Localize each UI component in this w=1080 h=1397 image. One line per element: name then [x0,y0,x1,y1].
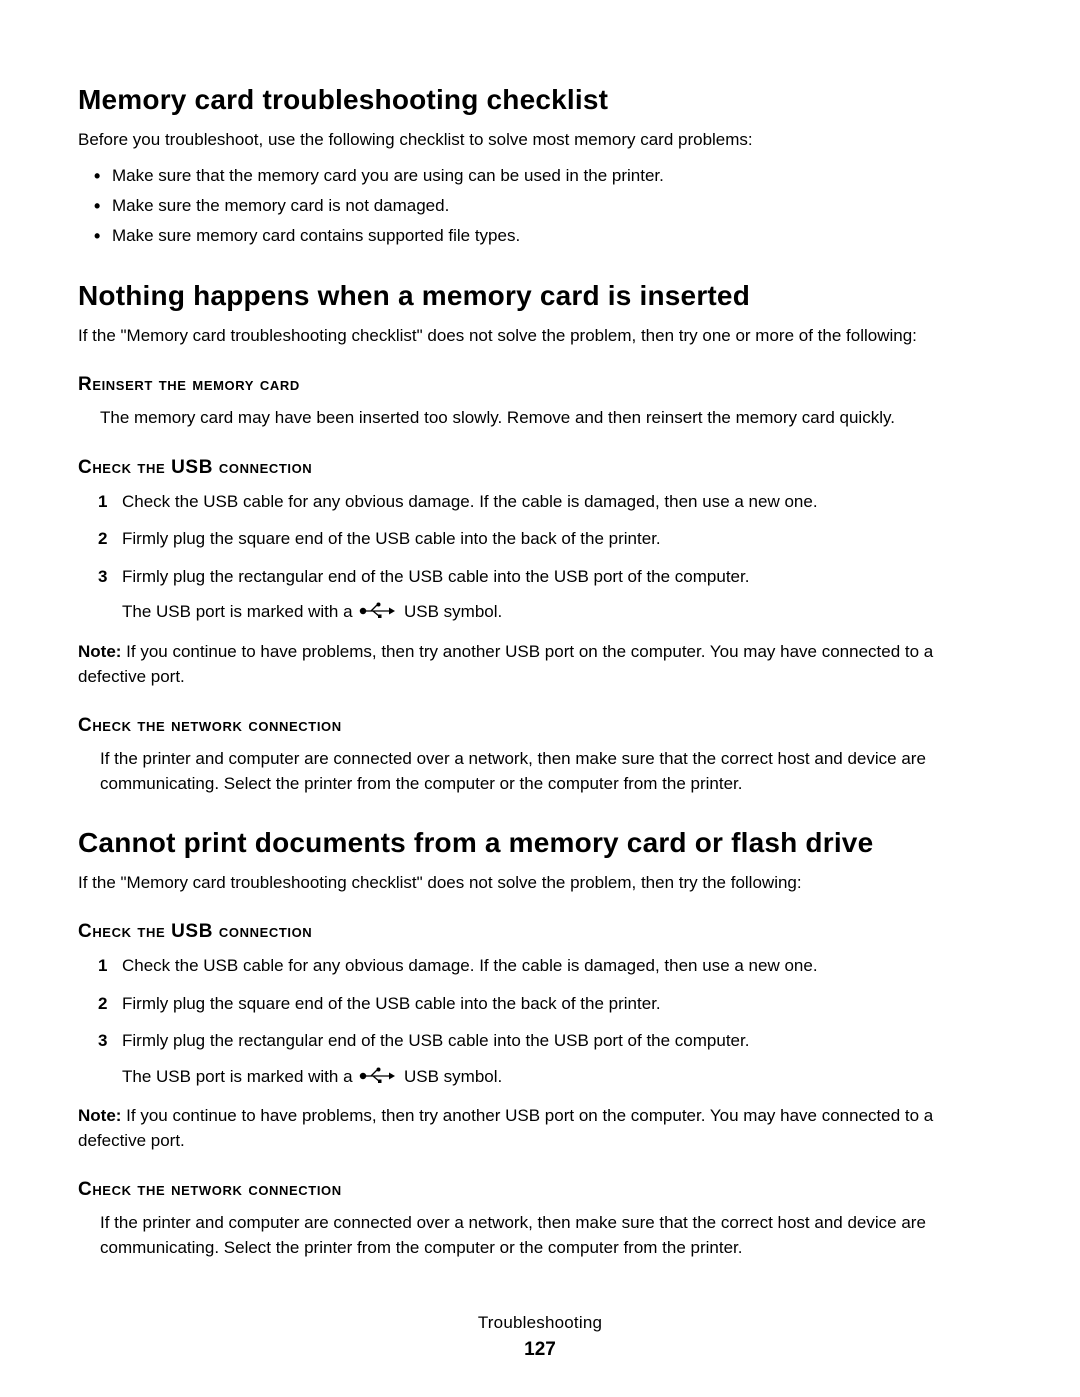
list-item: Make sure memory card contains supported… [112,223,1002,249]
reinsert-text: The memory card may have been inserted t… [78,406,1002,431]
heading-cannot-print: Cannot print documents from a memory car… [78,827,1002,859]
checklist-intro: Before you troubleshoot, use the followi… [78,128,1002,153]
list-item: Firmly plug the square end of the USB ca… [122,526,1002,552]
checklist-bullets: Make sure that the memory card you are u… [78,163,1002,250]
footer-chapter: Troubleshooting [0,1313,1080,1333]
note-label: Note: [78,642,126,661]
usb-symbol-post: USB symbol. [399,602,502,621]
usb-note-2: Note: If you continue to have problems, … [78,1104,1002,1153]
list-item: Firmly plug the rectangular end of the U… [122,564,1002,628]
subheading-check-usb: Check the USB connection [78,457,1002,479]
list-item: Firmly plug the rectangular end of the U… [122,1028,1002,1092]
subheading-reinsert: Reinsert the memory card [78,374,1002,396]
list-item: Make sure that the memory card you are u… [112,163,1002,189]
list-item: Make sure the memory card is not damaged… [112,193,1002,219]
usb-symbol-pre: The USB port is marked with a [122,602,357,621]
note-text: If you continue to have problems, then t… [78,1106,933,1150]
heading-checklist: Memory card troubleshooting checklist [78,84,1002,116]
network-text: If the printer and computer are connecte… [78,747,1002,796]
usb-icon [359,602,395,628]
usb-symbol-pre: The USB port is marked with a [122,1067,357,1086]
usb-steps-list: Check the USB cable for any obvious dama… [78,489,1002,628]
note-label: Note: [78,1106,126,1125]
cannot-intro: If the "Memory card troubleshooting chec… [78,871,1002,896]
footer-page-number: 127 [0,1339,1080,1361]
list-item: Check the USB cable for any obvious dama… [122,489,1002,515]
usb-icon [359,1067,395,1093]
page-footer: Troubleshooting 127 [0,1313,1080,1361]
step-subtext: The USB port is marked with a USB symbol… [122,599,1002,628]
subheading-check-network: Check the network connection [78,715,1002,737]
nothing-intro: If the "Memory card troubleshooting chec… [78,324,1002,349]
subheading-check-usb-2: Check the USB connection [78,921,1002,943]
list-item: Firmly plug the square end of the USB ca… [122,991,1002,1017]
usb-steps-list-2: Check the USB cable for any obvious dama… [78,953,1002,1092]
network-text-2: If the printer and computer are connecte… [78,1211,1002,1260]
note-text: If you continue to have problems, then t… [78,642,933,686]
heading-nothing-happens: Nothing happens when a memory card is in… [78,280,1002,312]
usb-note: Note: If you continue to have problems, … [78,640,1002,689]
document-page: Memory card troubleshooting checklist Be… [0,0,1080,1397]
step-text: Firmly plug the rectangular end of the U… [122,567,749,586]
step-text: Firmly plug the rectangular end of the U… [122,1031,749,1050]
usb-symbol-post: USB symbol. [399,1067,502,1086]
subheading-check-network-2: Check the network connection [78,1179,1002,1201]
step-subtext: The USB port is marked with a USB symbol… [122,1064,1002,1093]
list-item: Check the USB cable for any obvious dama… [122,953,1002,979]
